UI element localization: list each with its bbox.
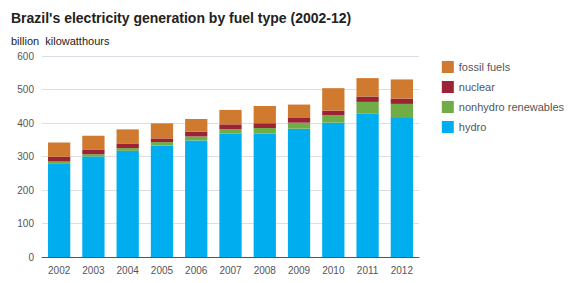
svg-text:2009: 2009	[288, 265, 311, 276]
svg-text:hydro: hydro	[459, 121, 487, 133]
svg-text:fossil fuels: fossil fuels	[459, 61, 511, 73]
svg-text:500: 500	[17, 84, 34, 95]
svg-text:2004: 2004	[117, 265, 140, 276]
svg-text:0: 0	[28, 252, 34, 263]
svg-text:2010: 2010	[322, 265, 345, 276]
svg-text:2003: 2003	[82, 265, 105, 276]
svg-text:nuclear: nuclear	[459, 81, 495, 93]
svg-text:200: 200	[17, 185, 34, 196]
svg-text:2008: 2008	[254, 265, 277, 276]
svg-text:2007: 2007	[219, 265, 242, 276]
svg-text:300: 300	[17, 151, 34, 162]
svg-text:100: 100	[17, 218, 34, 229]
svg-text:400: 400	[17, 118, 34, 129]
svg-text:600: 600	[17, 51, 34, 62]
svg-text:2005: 2005	[151, 265, 174, 276]
svg-text:billion kilowatthours: billion kilowatthours	[11, 35, 110, 47]
svg-text:2002: 2002	[48, 265, 71, 276]
svg-text:2012: 2012	[391, 265, 414, 276]
svg-text:Brazil's electricity generatio: Brazil's electricity generation by fuel …	[11, 10, 351, 26]
svg-text:2011: 2011	[357, 265, 379, 276]
svg-text:2006: 2006	[185, 265, 208, 276]
svg-text:nonhydro renewables: nonhydro renewables	[459, 101, 565, 113]
